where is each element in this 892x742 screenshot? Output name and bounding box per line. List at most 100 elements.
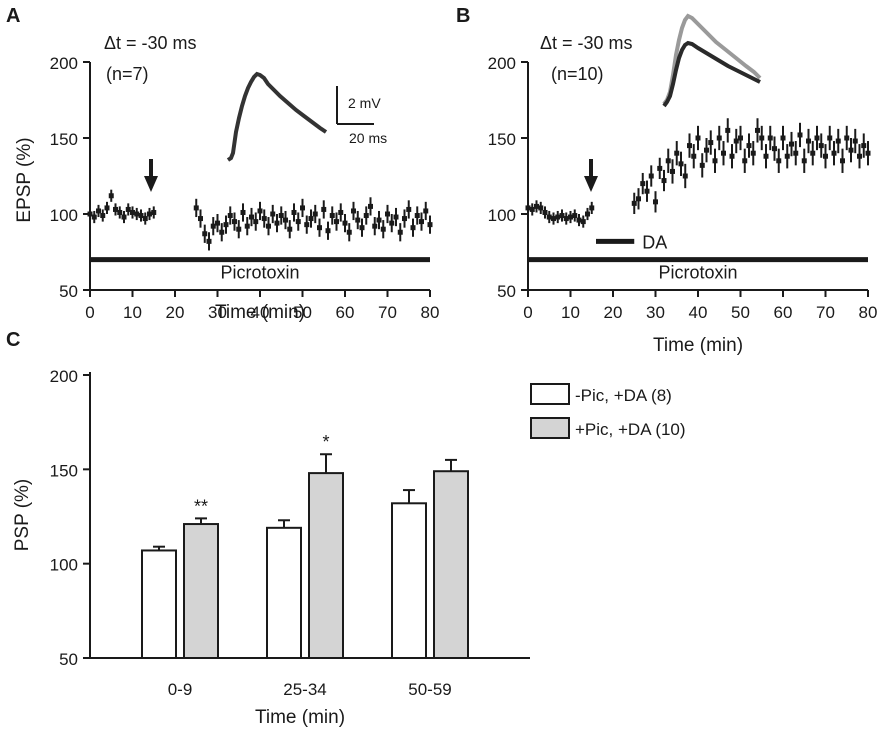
b-point <box>721 150 726 156</box>
b-point <box>529 206 535 212</box>
c-bar-plus-pic-25-34 <box>308 472 344 659</box>
b-point <box>793 150 799 156</box>
b-xtick-label: 30 <box>646 303 665 322</box>
b-point <box>648 173 654 179</box>
a-point <box>329 213 335 219</box>
b-point <box>674 150 680 156</box>
a-point <box>193 205 199 211</box>
b-point <box>699 162 705 168</box>
a-point <box>244 223 250 229</box>
panel-b-inset-trace-before <box>662 40 761 108</box>
b-point <box>589 205 595 211</box>
b-point <box>682 173 688 179</box>
b-point <box>640 181 646 187</box>
b-point <box>695 135 701 141</box>
a-point <box>355 217 361 223</box>
a-point <box>300 205 305 211</box>
c-bar-minus-pic-25-34 <box>266 526 302 659</box>
b-point <box>852 138 858 144</box>
a-ytick-label: 150 <box>50 130 78 149</box>
b-point <box>861 143 867 149</box>
c-ytick-label: 150 <box>50 461 78 480</box>
a-ytick-label: 100 <box>50 206 78 225</box>
a-point <box>291 209 297 215</box>
b-point <box>704 147 709 153</box>
a-point <box>108 193 114 199</box>
panel-b-series-epsp <box>525 118 871 228</box>
b-point <box>665 158 671 164</box>
b-point <box>653 199 658 205</box>
b-ytick-label: 50 <box>497 282 516 301</box>
a-xtick-label: 40 <box>251 303 270 322</box>
b-xtick-label: 70 <box>816 303 835 322</box>
a-xtick-label: 80 <box>421 303 440 322</box>
b-point <box>644 188 650 194</box>
a-bar-label-picrotoxin: Picrotoxin <box>220 263 299 283</box>
b-point <box>831 150 837 156</box>
b-point <box>814 135 820 141</box>
b-point <box>538 205 544 211</box>
panel-b-y-ticks: 50 100 150 200 <box>488 54 528 301</box>
c-ytick-label: 50 <box>59 650 78 669</box>
a-xtick-label: 30 <box>208 303 227 322</box>
a-point <box>342 220 348 226</box>
a-point <box>423 208 429 214</box>
a-point <box>130 209 135 215</box>
a-point <box>261 216 267 222</box>
b-point <box>746 143 752 149</box>
panel-a-x-label: Time (min) <box>215 302 305 323</box>
b-point <box>840 158 845 164</box>
a-point <box>351 208 356 214</box>
a-point <box>270 211 276 217</box>
b-point <box>865 150 871 156</box>
a-point <box>100 213 106 219</box>
b-point <box>827 135 833 141</box>
b-ytick-label: 150 <box>488 130 516 149</box>
a-point <box>402 216 407 222</box>
a-point <box>142 216 148 222</box>
a-point <box>321 206 327 212</box>
b-point <box>848 147 854 153</box>
b-point <box>572 213 578 219</box>
panel-b-x-label: Time (min) <box>653 335 743 356</box>
c-category-label: 50-59 <box>408 680 451 699</box>
panel-b-x-ticks: 0 10 20 30 40 50 60 70 80 <box>523 290 877 322</box>
a-point <box>317 225 322 231</box>
b-point <box>729 153 735 159</box>
c-ytick-label: 100 <box>50 556 78 575</box>
b-point <box>631 200 637 206</box>
a-point <box>117 209 123 215</box>
panel-b: B Δt = -30 ms (n=10) 50 100 150 200 0 10 20 30… <box>456 5 877 356</box>
a-point <box>134 211 140 217</box>
b-point <box>670 168 675 174</box>
b-ytick-label: 100 <box>488 206 516 225</box>
panel-a-inset-trace <box>226 71 328 162</box>
b-xtick-label: 40 <box>689 303 708 322</box>
b-point <box>733 138 739 144</box>
b-point <box>750 150 756 156</box>
a-point <box>287 226 293 232</box>
b-point <box>546 214 552 220</box>
b-point <box>763 153 769 159</box>
c-significance-marker: * <box>322 432 329 452</box>
b-point <box>784 153 790 159</box>
b-point <box>818 143 824 149</box>
a-point <box>240 209 246 215</box>
a-point <box>346 229 352 235</box>
b-point <box>810 150 816 156</box>
panel-b-treatment-bars: DA Picrotoxin <box>528 232 868 283</box>
panel-c-letter: C <box>6 329 20 351</box>
b-xtick-label: 0 <box>523 303 532 322</box>
b-point <box>725 127 731 133</box>
b-xtick-label: 50 <box>731 303 750 322</box>
b-point <box>542 209 548 215</box>
panel-c-category-labels: 0-9 25-34 50-59 <box>168 680 452 699</box>
panel-a-arrow-icon <box>144 159 158 192</box>
a-point <box>210 223 216 229</box>
b-point <box>742 158 748 164</box>
scalebar-voltage: 2 mV <box>348 95 381 111</box>
panel-c-y-label: PSP (%) <box>12 479 33 552</box>
a-point <box>253 219 259 225</box>
a-point <box>113 206 118 212</box>
